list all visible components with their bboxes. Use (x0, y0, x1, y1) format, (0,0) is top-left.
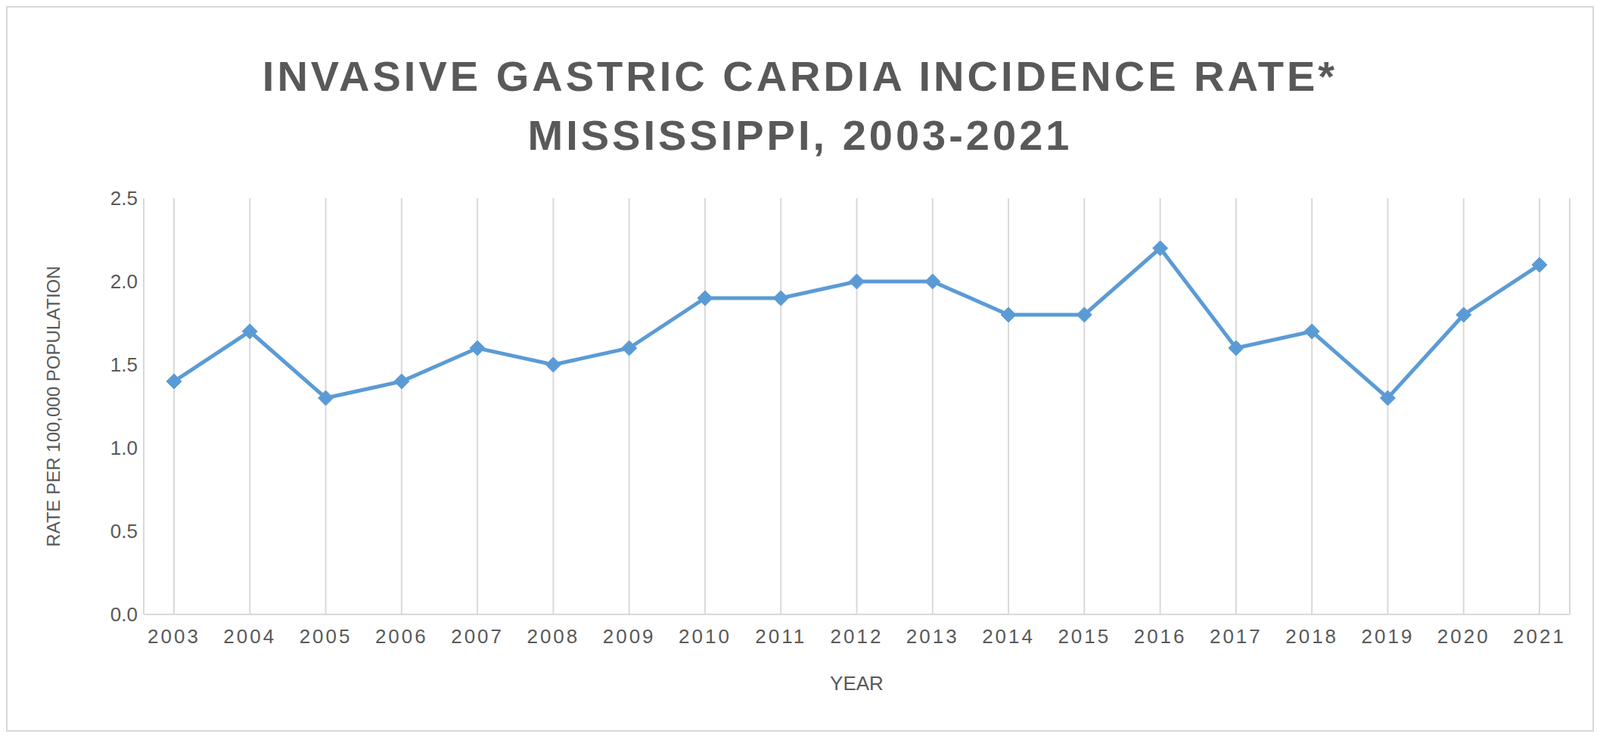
svg-text:2019: 2019 (1361, 624, 1415, 648)
svg-text:2006: 2006 (375, 624, 429, 648)
svg-text:2016: 2016 (1133, 624, 1187, 648)
svg-text:2.0: 2.0 (110, 270, 138, 293)
svg-text:2013: 2013 (906, 624, 960, 648)
svg-text:2010: 2010 (678, 624, 732, 648)
svg-text:2012: 2012 (830, 624, 884, 648)
svg-text:2018: 2018 (1285, 624, 1339, 648)
svg-text:1.5: 1.5 (110, 353, 138, 376)
svg-text:2004: 2004 (223, 624, 277, 648)
svg-text:YEAR: YEAR (829, 671, 884, 695)
svg-text:2007: 2007 (450, 624, 504, 648)
svg-text:RATE PER 100,000 POPULATION: RATE PER 100,000 POPULATION (43, 265, 64, 547)
svg-text:0.5: 0.5 (110, 519, 138, 543)
svg-text:2017: 2017 (1209, 624, 1263, 648)
svg-text:2015: 2015 (1057, 624, 1111, 648)
svg-text:2005: 2005 (299, 624, 353, 648)
svg-text:2009: 2009 (602, 624, 656, 648)
svg-text:2.5: 2.5 (110, 186, 138, 210)
svg-text:2003: 2003 (147, 624, 201, 648)
svg-text:2020: 2020 (1437, 624, 1491, 648)
svg-text:2011: 2011 (754, 624, 807, 648)
svg-text:2021: 2021 (1513, 624, 1566, 648)
html-text:INVASIVE GASTRIC CARDIA INCIDE: INVASIVE GASTRIC CARDIA INCIDENCE RATE* (262, 52, 1338, 100)
svg-text:2014: 2014 (981, 624, 1035, 648)
svg-text:1.0: 1.0 (110, 436, 138, 460)
svg-text:0.0: 0.0 (110, 602, 138, 626)
html-text:MISSISSIPPI, 2003-2021: MISSISSIPPI, 2003-2021 (527, 111, 1073, 159)
svg-text:2008: 2008 (526, 624, 580, 648)
